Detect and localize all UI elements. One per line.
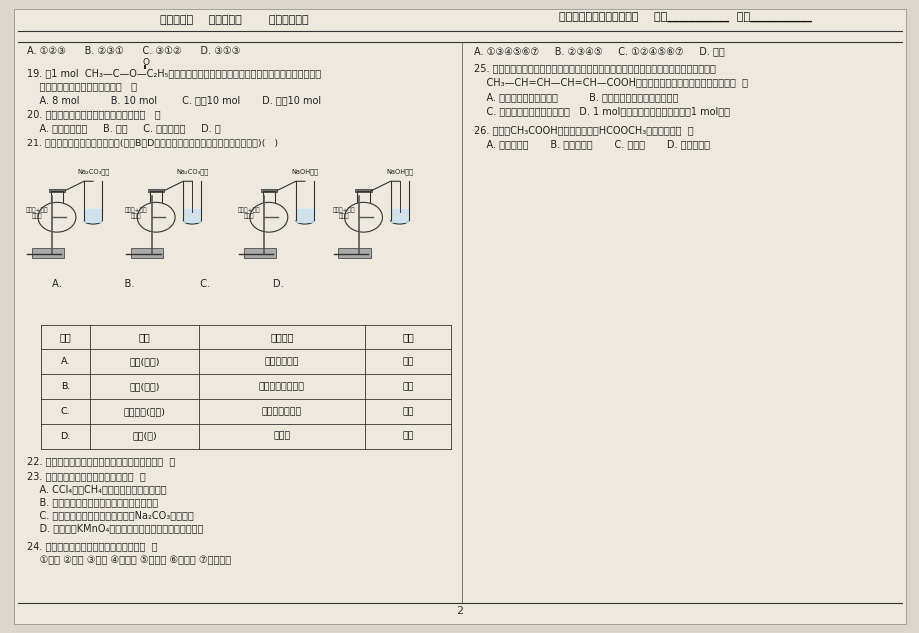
Text: O: O bbox=[142, 58, 150, 66]
Text: A.: A. bbox=[61, 357, 70, 367]
Text: 方法: 方法 bbox=[402, 332, 414, 342]
Text: B. 石油和天然气的主要成分都是碳氢化合物: B. 石油和天然气的主要成分都是碳氢化合物 bbox=[28, 498, 158, 508]
Text: 乙醇(乙酸): 乙醇(乙酸) bbox=[129, 357, 160, 367]
Text: D.: D. bbox=[61, 432, 71, 441]
Bar bbox=[296, 209, 313, 223]
Bar bbox=[31, 248, 64, 258]
Text: 20. 用一种试剂可以区分乙醇和乙酸的是（   ）: 20. 用一种试剂可以区分乙醇和乙酸的是（ ） bbox=[28, 110, 161, 119]
Text: 25. 山梨酸是一种常见的食物添加剂，它是一种无色针状晶体或白色粉末，它的结构简式为: 25. 山梨酸是一种常见的食物添加剂，它是一种无色针状晶体或白色粉末，它的结构简… bbox=[473, 63, 715, 73]
Text: 物质: 物质 bbox=[139, 332, 150, 342]
Bar bbox=[148, 189, 165, 192]
Text: 酸性高锡酸锃溶液: 酸性高锡酸锃溶液 bbox=[258, 382, 304, 391]
Text: 19. 若1 mol  CH₃—C—O—C₂H₅与足量的稀硫酸混合，加热使其水解，在所得乙醇分子中的: 19. 若1 mol CH₃—C—O—C₂H₅与足量的稀硫酸混合，加热使其水解，… bbox=[28, 68, 321, 78]
Text: 蒂頸: 蒂頸 bbox=[402, 407, 414, 416]
Text: A. ①②③      B. ②③①      C. ③①②      D. ③①③: A. ①②③ B. ②③① C. ③①② D. ③①③ bbox=[28, 46, 241, 56]
Bar bbox=[183, 209, 201, 223]
Text: 浓硫酸: 浓硫酸 bbox=[338, 214, 348, 220]
Text: 冰醋酸+乙醇: 冰醋酸+乙醇 bbox=[125, 207, 147, 213]
Text: 乙烷(乙烯): 乙烷(乙烯) bbox=[129, 382, 160, 391]
Text: Na₂CO₃溶液: Na₂CO₃溶液 bbox=[176, 168, 208, 175]
FancyBboxPatch shape bbox=[14, 9, 905, 624]
Text: 浓硫酸: 浓硫酸 bbox=[244, 214, 254, 220]
Text: C. 乙醇、乙酸和乙酸乙酯能用饱和Na₂CO₃溶液鉴别: C. 乙醇、乙酸和乙酸乙酯能用饱和Na₂CO₃溶液鉴别 bbox=[28, 511, 194, 520]
Text: 22. 除去括号内杂质所用试剂和方法，正确的是（  ）: 22. 除去括号内杂质所用试剂和方法，正确的是（ ） bbox=[28, 456, 176, 466]
Text: A. ①③④⑤⑥⑦     B. ②③④⑤     C. ①②④⑤⑥⑦     D. 全部: A. ①③④⑤⑥⑦ B. ②③④⑤ C. ①②④⑤⑥⑦ D. 全部 bbox=[473, 46, 723, 56]
Text: A. 同分异构体       B. 同素异形体       C. 同位素       D. 同一种物质: A. 同分异构体 B. 同素异形体 C. 同位素 D. 同一种物质 bbox=[473, 140, 709, 149]
Text: 冰醋酸+乙醇: 冰醋酸+乙醇 bbox=[332, 207, 355, 213]
Text: 氯氧化钓溶液: 氯氧化钓溶液 bbox=[265, 357, 299, 367]
Text: Na₂CO₃溶液: Na₂CO₃溶液 bbox=[77, 168, 109, 175]
Text: NaOH溶液: NaOH溶液 bbox=[291, 168, 318, 175]
Text: A. 氯氧化钓溶液     B. 氨水     C. 碳酸钓溶液     D. 水: A. 氯氧化钓溶液 B. 氨水 C. 碳酸钓溶液 D. 水 bbox=[28, 123, 221, 134]
Text: 氢原子含有中子的物质的量为（   ）: 氢原子含有中子的物质的量为（ ） bbox=[28, 82, 137, 91]
Text: A.                    B.                     C.                    D.: A. B. C. D. bbox=[28, 279, 284, 289]
Bar bbox=[244, 248, 276, 258]
Text: A. CCl₄可由CH₄制得，可萩取磐水中的磐: A. CCl₄可由CH₄制得，可萩取磐水中的磐 bbox=[28, 485, 166, 494]
Bar bbox=[391, 209, 408, 223]
Text: 26. 乙酸（CH₃COOH）和甲酸甲酯（HCOOCH₃）的关系是（  ）: 26. 乙酸（CH₃COOH）和甲酸甲酯（HCOOCH₃）的关系是（ ） bbox=[473, 125, 692, 135]
Text: 2: 2 bbox=[456, 606, 463, 616]
Text: D. 苯不能使KMnO₄溶液褪色，因此苯不能发生氧化反应: D. 苯不能使KMnO₄溶液褪色，因此苯不能发生氧化反应 bbox=[28, 523, 203, 534]
Text: B.: B. bbox=[61, 382, 70, 391]
Text: C.: C. bbox=[61, 407, 70, 416]
Text: CH₃—CH=CH—CH=CH—COOH，下列关于山梨酸的叙述不正确的是（  ）: CH₃—CH=CH—CH=CH—COOH，下列关于山梨酸的叙述不正确的是（ ） bbox=[473, 78, 747, 87]
Text: 蒂頸: 蒂頸 bbox=[402, 432, 414, 441]
Bar bbox=[49, 189, 65, 192]
Text: 24. 下列物质中，能与醋酸发生反应的是（  ）: 24. 下列物质中，能与醋酸发生反应的是（ ） bbox=[28, 541, 157, 551]
Bar bbox=[338, 248, 370, 258]
Text: 饱和碳酸钓溶液: 饱和碳酸钓溶液 bbox=[262, 407, 301, 416]
Bar bbox=[355, 189, 371, 192]
Text: 23. 下列关于有机物的说法错误的是（  ）: 23. 下列关于有机物的说法错误的是（ ） bbox=[28, 472, 146, 482]
Text: A. 8 mol          B. 10 mol        C. 小于10 mol       D. 大于10 mol: A. 8 mol B. 10 mol C. 小于10 mol D. 大于10 m… bbox=[28, 95, 321, 105]
Text: 生石灰: 生石灰 bbox=[273, 432, 290, 441]
Text: 选项: 选项 bbox=[60, 332, 72, 342]
Text: 冰醋酸+乙醇: 冰醋酸+乙醇 bbox=[26, 207, 49, 213]
Text: C. 山梨酸能和乙醇反应生成酯   D. 1 mol山梨酸能和金属钓反应生成1 mol氢气: C. 山梨酸能和乙醇反应生成酯 D. 1 mol山梨酸能和金属钓反应生成1 mo… bbox=[473, 106, 729, 116]
Text: 浓硫酸: 浓硫酸 bbox=[130, 214, 142, 220]
Text: 浓硫酸: 浓硫酸 bbox=[32, 214, 42, 220]
Text: 乙醇(水): 乙醇(水) bbox=[132, 432, 156, 441]
Text: 向准确、规范、速度要成绩    姓名___________  学号___________: 向准确、规范、速度要成绩 姓名___________ 学号___________ bbox=[558, 13, 811, 23]
Text: 对命运承诺    对承诺负责       高一化学作业: 对命运承诺 对承诺负责 高一化学作业 bbox=[160, 15, 309, 25]
Text: A. 山梨酸易溶于四氯化碳          B. 山梨酸能与氢气发生加成反应: A. 山梨酸易溶于四氯化碳 B. 山梨酸能与氢气发生加成反应 bbox=[473, 92, 677, 102]
Text: 洗气: 洗气 bbox=[402, 382, 414, 391]
Bar bbox=[84, 209, 102, 223]
Text: ①石蕊 ②乙醇 ③乙烷 ④金属铝 ⑤氧化镁 ⑥碳酸钓 ⑦氢氧化钓: ①石蕊 ②乙醇 ③乙烷 ④金属铝 ⑤氧化镁 ⑥碳酸钓 ⑦氢氧化钓 bbox=[28, 555, 231, 565]
Text: NaOH溶液: NaOH溶液 bbox=[386, 168, 413, 175]
Text: 所用试剂: 所用试剂 bbox=[270, 332, 293, 342]
Text: 分液: 分液 bbox=[402, 357, 414, 367]
Text: 乙酸乙酯(乙酸): 乙酸乙酯(乙酸) bbox=[123, 407, 165, 416]
Text: 21. 制取乙酸乙酯的装置正确的是(其中B和D的玻璃导管是插入到小试管内液面以下的)(   ): 21. 制取乙酸乙酯的装置正确的是(其中B和D的玻璃导管是插入到小试管内液面以下… bbox=[28, 138, 278, 147]
Bar bbox=[260, 189, 277, 192]
Bar bbox=[130, 248, 164, 258]
Text: 冰醋酸+乙醇: 冰醋酸+乙醇 bbox=[237, 207, 260, 213]
